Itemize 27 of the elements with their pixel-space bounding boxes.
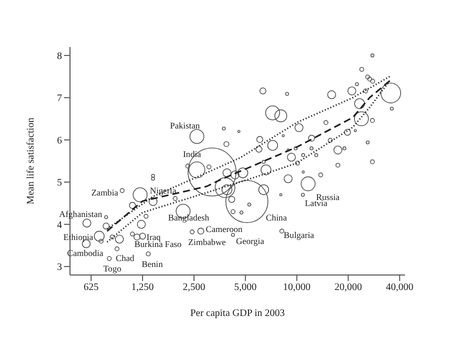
y-tick-label: 6 xyxy=(57,135,62,146)
x-tick-label: 1,250 xyxy=(131,282,154,294)
x-tick-label: 625 xyxy=(84,282,99,294)
y-tick-label: 4 xyxy=(57,220,62,231)
x-tick-label: 40,000 xyxy=(386,282,414,294)
annotation: Zambia xyxy=(91,188,118,198)
y-tick-label: 5 xyxy=(57,178,62,189)
annotation: Bulgaria xyxy=(284,230,314,240)
x-tick-label: 2,500 xyxy=(182,282,206,294)
annotation: Zimbabwe xyxy=(188,236,226,247)
annotation: China xyxy=(266,212,287,223)
annotation: Cameroon xyxy=(206,224,244,234)
y-tick-label: 3 xyxy=(57,262,62,274)
annotation: Togo xyxy=(103,264,122,274)
annotation: Bangladesh xyxy=(168,212,210,222)
annotation: Chad xyxy=(116,252,135,263)
x-tick-label: 20,000 xyxy=(334,282,362,294)
annotation: Pakistan xyxy=(170,120,200,131)
y-tick-label: 7 xyxy=(57,93,62,104)
x-tick-label: 5,000 xyxy=(234,282,257,294)
x-tick-label: 10,000 xyxy=(283,282,311,294)
annotation: Russia xyxy=(316,192,340,202)
y-tick-label: 8 xyxy=(57,50,62,62)
annotation: Benin xyxy=(142,258,164,269)
x-axis-title: Per capita GDP in 2003 xyxy=(190,308,285,319)
annotation: Georgia xyxy=(236,236,264,246)
y-axis-title: Mean life satisfaction xyxy=(26,118,37,204)
